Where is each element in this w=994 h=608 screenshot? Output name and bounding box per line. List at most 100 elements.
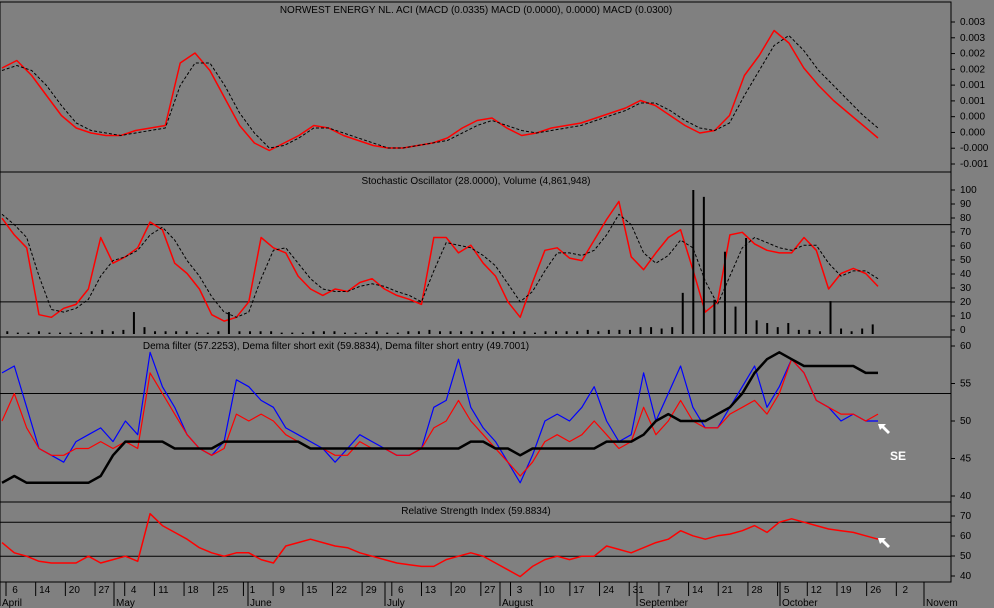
volume-bar xyxy=(6,331,9,334)
y-tick-label: 0.001 xyxy=(960,96,985,107)
dema-title: Dema filter (57.2253), Dema filter short… xyxy=(143,341,529,352)
volume-bar xyxy=(217,331,220,334)
series-line-black-dashed xyxy=(1,213,879,318)
volume-bar xyxy=(270,331,273,334)
y-tick-label: 30 xyxy=(960,283,972,294)
volume-bar xyxy=(206,332,209,334)
y-tick-label: -0.001 xyxy=(960,159,989,170)
x-tick-label: 2 xyxy=(903,585,909,596)
volume-bar xyxy=(375,331,378,334)
y-tick-label: 10 xyxy=(960,311,972,322)
volume-bar xyxy=(555,331,558,334)
volume-bar xyxy=(185,331,188,334)
y-tick-label: -0.000 xyxy=(960,143,989,154)
volume-bar xyxy=(491,331,494,334)
month-label: August xyxy=(502,598,533,608)
volume-bar xyxy=(576,331,579,334)
volume-bar xyxy=(460,331,463,334)
volume-bar xyxy=(650,327,653,334)
volume-bar xyxy=(280,332,283,334)
volume-bar xyxy=(238,331,241,334)
volume-bar xyxy=(660,328,663,334)
volume-bar xyxy=(481,331,484,334)
x-tick-label: 1 xyxy=(250,585,256,596)
stochastic-series-layer xyxy=(0,190,951,334)
month-label: October xyxy=(782,598,818,608)
volume-bar xyxy=(755,320,758,334)
y-tick-label: 70 xyxy=(960,511,972,522)
volume-bar xyxy=(871,324,874,334)
volume-bar xyxy=(840,328,843,334)
x-tick-label: 25 xyxy=(217,585,229,596)
series-line-red-solid xyxy=(1,29,879,152)
x-tick-label: 24 xyxy=(603,585,615,596)
y-tick-label: 60 xyxy=(960,341,972,352)
x-tick-label: 3 xyxy=(517,585,523,596)
month-label: May xyxy=(116,598,135,608)
panel-dema: Dema filter (57.2253), Dema filter short… xyxy=(0,336,972,503)
x-tick-label: 15 xyxy=(306,585,318,596)
y-tick-label: 0.001 xyxy=(960,80,985,91)
volume-bar xyxy=(154,331,157,334)
volume-bar xyxy=(766,323,769,334)
volume-bar xyxy=(122,329,125,334)
y-tick-label: 55 xyxy=(960,379,972,390)
x-tick-label: 4 xyxy=(131,585,137,596)
x-tick-label: 22 xyxy=(336,585,348,596)
series-line-black-dashed xyxy=(1,35,879,149)
volume-bar xyxy=(607,329,610,334)
volume-bar xyxy=(776,327,779,334)
x-tick-label: 18 xyxy=(188,585,200,596)
volume-bar xyxy=(829,301,832,334)
x-tick-label: 7 xyxy=(665,585,671,596)
volume-bar xyxy=(745,238,748,334)
volume-bar xyxy=(565,331,568,334)
y-tick-label: 45 xyxy=(960,454,972,465)
y-tick-label: 50 xyxy=(960,416,972,427)
y-tick-label: 0.003 xyxy=(960,17,985,28)
volume-bar xyxy=(301,332,304,334)
macd-y-axis: 0.003 0.003 0.002 0.002 0.001 0.001 0.000 0.000… xyxy=(951,17,989,170)
month-label: Novem xyxy=(926,598,958,608)
volume-bar xyxy=(808,329,811,334)
x-tick-label: 29 xyxy=(366,585,378,596)
x-tick-label: 27 xyxy=(98,585,110,596)
x-tick-label: 20 xyxy=(69,585,81,596)
volume-bar xyxy=(386,332,389,334)
volume-bar xyxy=(48,332,51,334)
volume-bar xyxy=(618,329,621,334)
series-line-red-solid xyxy=(1,512,879,578)
month-label: July xyxy=(387,598,405,608)
volume-bar xyxy=(639,327,642,334)
volume-bar xyxy=(818,331,821,334)
month-label: June xyxy=(250,598,272,608)
x-tick-label: 6 xyxy=(398,585,404,596)
y-tick-label: 100 xyxy=(960,185,977,196)
stochastic-title: Stochastic Oscillator (28.0000), Volume … xyxy=(361,176,590,187)
volume-bar xyxy=(396,332,399,334)
y-tick-label: 0.002 xyxy=(960,64,985,75)
volume-bar xyxy=(101,329,104,334)
y-tick-label: 0.002 xyxy=(960,49,985,60)
x-tick-label: 21 xyxy=(722,585,734,596)
volume-bar xyxy=(143,327,146,334)
volume-bar xyxy=(861,328,864,334)
x-tick-label: 14 xyxy=(692,585,704,596)
x-tick-label: 10 xyxy=(544,585,556,596)
volume-bar xyxy=(196,332,199,334)
y-tick-label: 50 xyxy=(960,255,972,266)
rsi-title: Relative Strength Index (59.8834) xyxy=(401,506,551,517)
y-tick-label: 80 xyxy=(960,213,972,224)
y-tick-label: 0 xyxy=(960,325,966,336)
x-tick-label: 26 xyxy=(870,585,882,596)
volume-bar xyxy=(850,331,853,334)
volume-bar xyxy=(523,331,526,334)
macd-series-layer xyxy=(1,29,879,152)
x-tick-label: 9 xyxy=(279,585,285,596)
volume-bar xyxy=(37,331,40,334)
x-tick-label: 20 xyxy=(455,585,467,596)
volume-bar xyxy=(449,331,452,334)
